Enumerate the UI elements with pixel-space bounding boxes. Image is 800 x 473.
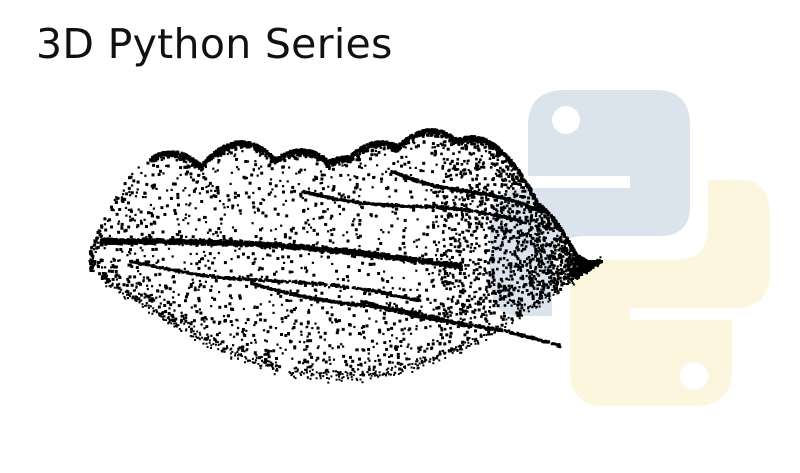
python-logo-top-eye [552, 106, 580, 134]
page-title: 3D Python Series [36, 20, 393, 68]
python-logo-bottom-eye [680, 362, 708, 390]
python-logo-bottom-snake [570, 180, 770, 406]
